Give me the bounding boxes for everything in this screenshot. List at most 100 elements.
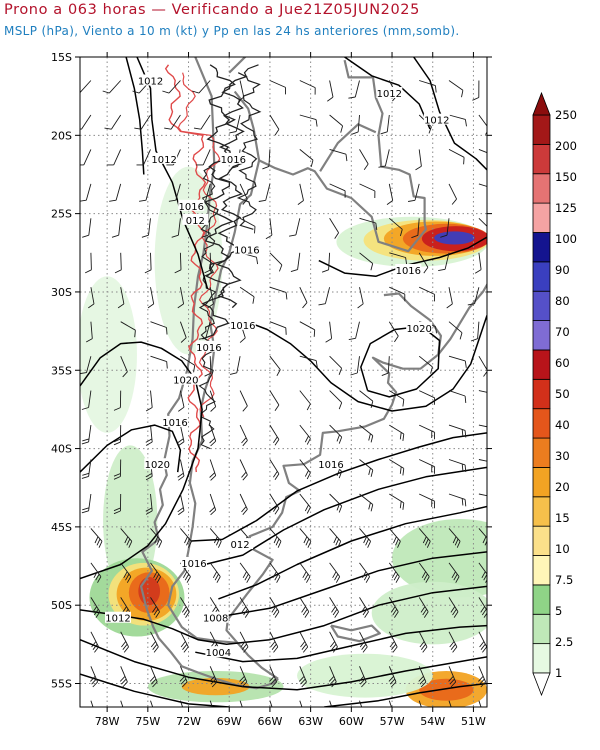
- wind-barb: [478, 631, 487, 653]
- wind-barb: [237, 80, 245, 102]
- wind-barb: [162, 80, 181, 94]
- isobar-label-bg: [137, 74, 164, 86]
- wind-barb: [81, 459, 92, 479]
- colorbar-label: 40: [555, 418, 570, 432]
- wind-barb: [380, 114, 390, 135]
- wind-barb: [239, 286, 255, 304]
- precipitation-layer: [80, 166, 487, 707]
- wind-barb: [448, 424, 467, 438]
- wind-barb: [418, 597, 429, 618]
- wind-barb: [359, 217, 378, 230]
- wind-barb: [269, 114, 280, 136]
- wind-barb: [351, 114, 360, 135]
- wind-barb: [329, 148, 348, 162]
- wind-barb: [269, 355, 281, 377]
- isobar-label-bg: [144, 458, 171, 470]
- wind-barb: [204, 252, 212, 274]
- lat-label: 35S: [51, 364, 72, 377]
- wind-barb: [299, 114, 318, 127]
- wind-barb: [378, 149, 390, 168]
- wind-barb: [467, 287, 480, 306]
- wind-barb: [136, 149, 151, 166]
- wind-barb: [321, 252, 331, 273]
- wind-barb: [265, 218, 273, 240]
- isobar: [218, 505, 487, 600]
- isobar: [344, 57, 431, 130]
- wind-barb: [180, 355, 196, 373]
- isobar: [80, 341, 203, 580]
- colorbar-box: [532, 202, 551, 233]
- isobar-label: 1020: [173, 376, 198, 387]
- wind-barb: [239, 183, 248, 205]
- wind-barb: [269, 459, 280, 481]
- wind-barb: [209, 459, 217, 481]
- wind-barb: [418, 252, 429, 274]
- wind-barb: [90, 631, 100, 653]
- isobar-label-bg: [406, 321, 433, 333]
- wind-barb: [478, 528, 487, 548]
- colorbar-box: [532, 584, 551, 615]
- coastline: [330, 624, 381, 643]
- isobar-labels: 1012 1012 1012 1012 1016 1016 012 1016 1016 1016 1…: [104, 74, 450, 659]
- wind-barb: [299, 424, 311, 445]
- lat-label: 30S: [51, 286, 72, 299]
- wind-barb: [144, 252, 152, 274]
- wind-barb: [174, 252, 182, 274]
- isobar-label-bg: [104, 611, 131, 623]
- colorbar-label: 15: [555, 511, 570, 525]
- isobar-label-bg: [317, 458, 344, 470]
- wind-barb: [269, 321, 287, 335]
- wind-barb: [198, 321, 211, 340]
- wind-barb: [411, 218, 420, 239]
- wind-barb: [141, 218, 151, 238]
- wind-barb: [327, 80, 334, 102]
- wind-barb: [90, 562, 102, 583]
- isobar-label-bg: [182, 213, 209, 225]
- wind-barb: [299, 528, 312, 548]
- wind-barb: [109, 183, 122, 202]
- wind-barb: [81, 390, 92, 410]
- colorbar-box: [532, 378, 551, 410]
- title-line-1: Prono a 063 horas — Verificando a Jue21Z…: [4, 2, 420, 18]
- topo-contour: [177, 72, 221, 418]
- wind-barb: [438, 252, 450, 272]
- wind-barb: [448, 493, 467, 507]
- wind-barb: [90, 597, 101, 618]
- wind-barb: [289, 218, 301, 237]
- wind-barb: [80, 80, 92, 94]
- wind-barb: [478, 493, 487, 497]
- isobar-label-bg: [376, 87, 403, 99]
- wind-barb: [168, 183, 181, 202]
- isobar-label-bg: [161, 415, 188, 427]
- isobar-label: 1016: [318, 460, 343, 471]
- wind-barb: [329, 218, 339, 239]
- isobar-label-bg: [195, 340, 222, 352]
- precip-patch: [297, 653, 433, 698]
- wind-barb: [418, 666, 427, 688]
- wind-barb: [120, 631, 129, 653]
- coastline: [319, 123, 377, 172]
- colorbar-box: [532, 290, 551, 321]
- wind-barb: [290, 252, 301, 273]
- wind-barb: [149, 666, 158, 688]
- wind-barb: [192, 80, 211, 94]
- isobar: [195, 624, 487, 663]
- lon-label: 54W: [420, 715, 445, 728]
- wind-barb: [359, 390, 374, 409]
- wind-barb: [113, 390, 122, 411]
- colorbar-label: 200: [555, 139, 577, 153]
- colorbar-label: 7.5: [555, 573, 573, 587]
- wind-barb: [80, 356, 92, 375]
- wind-barb: [299, 493, 311, 514]
- wind-barb: [478, 666, 487, 688]
- wind-barb: [448, 666, 457, 688]
- wind-barb: [359, 459, 374, 477]
- wind-barb: [179, 666, 188, 688]
- isobar-label: 1016: [181, 559, 206, 570]
- lon-label: 72W: [176, 715, 201, 728]
- wind-barb: [359, 424, 374, 443]
- wind-barb: [448, 149, 465, 165]
- wind-barb: [229, 356, 241, 375]
- coastline: [167, 160, 261, 644]
